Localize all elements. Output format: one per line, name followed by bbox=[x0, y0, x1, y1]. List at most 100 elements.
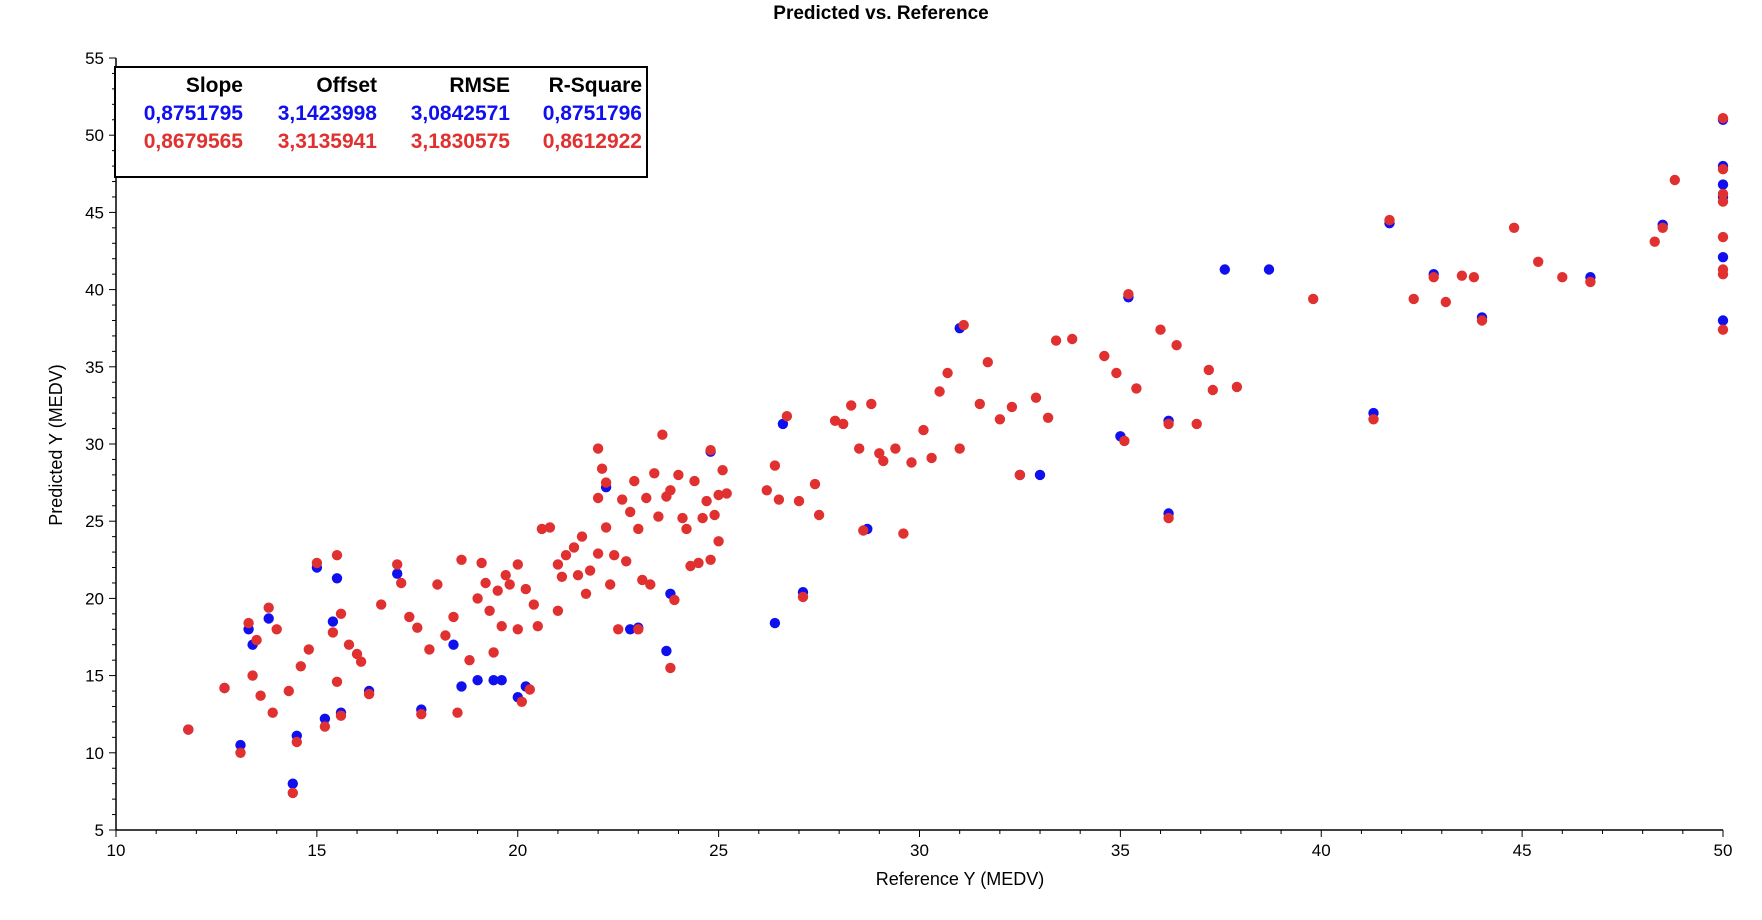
series2-point bbox=[592, 548, 604, 559]
series2-point bbox=[649, 468, 660, 479]
series2-point bbox=[637, 574, 648, 586]
series2-point bbox=[271, 624, 282, 635]
series2-point bbox=[424, 644, 435, 655]
series2-point bbox=[665, 662, 676, 674]
series2-point bbox=[890, 443, 901, 454]
series2-point bbox=[1657, 222, 1668, 233]
series1-rmse: 3,0842571 bbox=[411, 102, 511, 125]
series2-point bbox=[657, 429, 668, 440]
y-axis-title: Predicted Y (MEDV) bbox=[46, 364, 66, 525]
series2-point bbox=[448, 611, 459, 623]
series2-point bbox=[958, 319, 969, 331]
series2-point bbox=[512, 624, 523, 635]
series2-point bbox=[982, 357, 993, 368]
series2-point bbox=[544, 522, 556, 533]
series1-point bbox=[1717, 252, 1729, 263]
series2-rmse: 3,1830575 bbox=[411, 130, 511, 153]
series1-point bbox=[496, 675, 507, 686]
series2-point bbox=[1585, 276, 1596, 288]
series2-point bbox=[709, 509, 720, 521]
series1-point bbox=[1717, 179, 1729, 190]
series2-point bbox=[1368, 414, 1379, 425]
series2-point bbox=[1717, 324, 1729, 335]
series2-point bbox=[440, 630, 451, 641]
series2-point bbox=[1163, 418, 1174, 430]
series1-point bbox=[625, 624, 636, 635]
x-tick-label: 30 bbox=[910, 841, 929, 860]
series2-point bbox=[1428, 272, 1439, 283]
series2-point bbox=[1099, 350, 1110, 362]
y-tick-label: 15 bbox=[85, 667, 104, 686]
series2-point bbox=[363, 688, 375, 700]
series2-point bbox=[761, 485, 772, 496]
series2-point bbox=[327, 627, 339, 638]
series2-point bbox=[355, 656, 367, 667]
series2-point bbox=[351, 648, 363, 660]
series2-point bbox=[673, 469, 684, 481]
series2-point bbox=[295, 661, 306, 672]
series2-point bbox=[331, 550, 343, 561]
series2-point bbox=[488, 647, 499, 658]
series1-point bbox=[1034, 469, 1046, 481]
series2-point bbox=[713, 536, 724, 547]
y-tick-label: 10 bbox=[85, 744, 104, 763]
x-tick-label: 25 bbox=[709, 841, 728, 860]
series2-point bbox=[838, 418, 849, 430]
series2-point bbox=[263, 602, 274, 613]
series1-point bbox=[472, 675, 483, 686]
series2-point bbox=[1533, 256, 1544, 267]
series2-point bbox=[524, 684, 535, 695]
series2-point bbox=[556, 571, 568, 582]
series2-point bbox=[705, 445, 716, 456]
series2-point bbox=[404, 611, 415, 623]
series2-point bbox=[994, 414, 1006, 425]
y-tick-label: 25 bbox=[85, 512, 104, 531]
series2-point bbox=[1207, 384, 1219, 396]
series2-point bbox=[580, 588, 592, 599]
series2-point bbox=[267, 707, 278, 718]
series1-point bbox=[319, 713, 331, 724]
series2-point bbox=[1067, 333, 1078, 345]
series2-point bbox=[641, 492, 652, 504]
y-tick-label: 45 bbox=[85, 203, 104, 222]
series2-point bbox=[1231, 381, 1243, 393]
series1-slope: 0,8751795 bbox=[144, 102, 244, 125]
series2-point bbox=[713, 489, 724, 501]
series2-point bbox=[633, 624, 644, 635]
x-tick-label: 45 bbox=[1513, 841, 1532, 860]
series2-point bbox=[1014, 469, 1026, 481]
series1-rsquare: 0,8751796 bbox=[543, 102, 642, 125]
series2-point bbox=[769, 460, 781, 471]
stats-table-border bbox=[114, 66, 648, 178]
series2-point bbox=[568, 542, 580, 553]
stats-header-offset: Offset bbox=[316, 74, 377, 97]
series2-point bbox=[954, 443, 965, 454]
x-tick-label: 15 bbox=[307, 841, 326, 860]
series2-point bbox=[520, 583, 531, 595]
series2-point bbox=[1717, 164, 1729, 175]
y-tick-label: 40 bbox=[85, 281, 104, 300]
series2-point bbox=[600, 477, 612, 488]
series2-point bbox=[1440, 296, 1452, 308]
series2-point bbox=[677, 512, 688, 524]
series2-point bbox=[335, 710, 347, 721]
series2-point bbox=[906, 457, 917, 468]
series2-point bbox=[412, 622, 423, 633]
series2-point bbox=[600, 522, 612, 533]
series2-point bbox=[219, 682, 230, 694]
series2-point bbox=[1111, 367, 1122, 379]
series2-point bbox=[854, 443, 865, 454]
series2-point bbox=[605, 579, 616, 590]
series2-point bbox=[552, 559, 564, 570]
series1-point bbox=[777, 418, 789, 430]
series2-point bbox=[500, 570, 511, 581]
stats-header-rsquare: R-Square bbox=[549, 74, 642, 97]
x-axis-title: Reference Y (MEDV) bbox=[876, 869, 1044, 889]
series2-point bbox=[773, 494, 785, 505]
y-tick-label: 35 bbox=[85, 358, 104, 377]
series2-point bbox=[693, 557, 704, 569]
series2-point bbox=[416, 709, 427, 720]
series2-point bbox=[653, 511, 664, 522]
series2-point bbox=[669, 594, 680, 606]
